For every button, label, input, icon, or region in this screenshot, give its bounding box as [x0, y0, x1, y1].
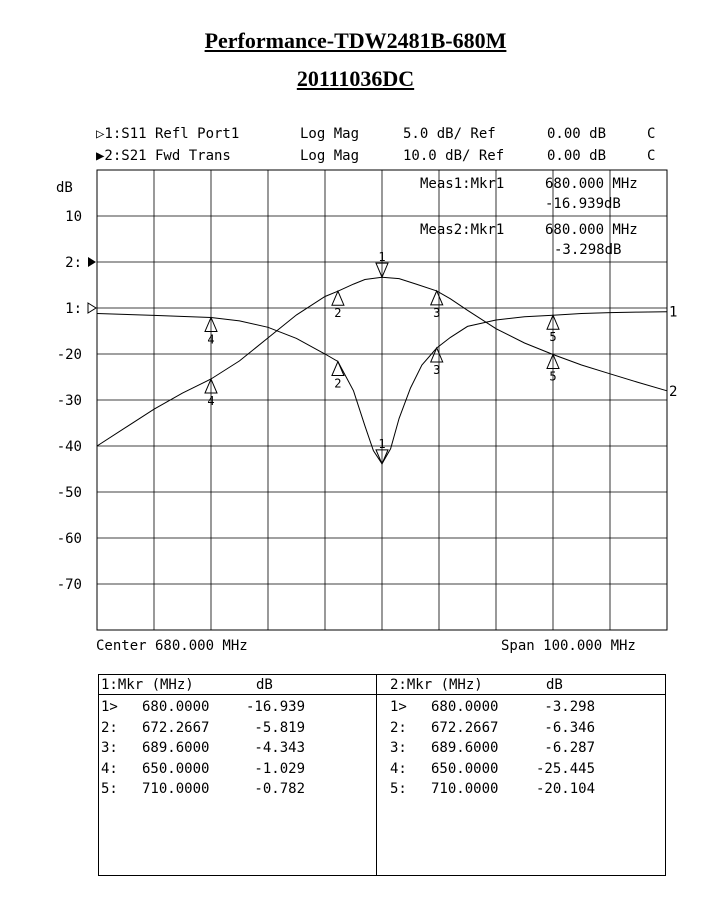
center-frequency: Center 680.000 MHz	[96, 638, 248, 654]
table1-row-1-db: -16.939	[246, 699, 306, 715]
marker-1-2: 2	[331, 360, 345, 391]
table2-row-1-db: -3.298	[536, 699, 596, 715]
table2-row-3-freq: 689.6000	[431, 740, 499, 756]
trace2-scale: 10.0 dB/ Ref	[403, 148, 505, 164]
y-tick-label: -60	[57, 531, 82, 547]
table2-header-mkr: 2:Mkr (MHz)	[390, 677, 483, 693]
table1-row-3-db: -4.343	[246, 740, 306, 756]
table1-row-4-idx: 4:	[101, 760, 118, 777]
svg-text:4: 4	[207, 332, 214, 346]
trace-end-label-2: 2	[669, 384, 677, 400]
marker-2-3: 3	[429, 289, 444, 320]
table1-header-db: dB	[256, 677, 273, 693]
svg-text:4: 4	[207, 394, 214, 408]
y-tick-label: -40	[57, 439, 82, 455]
table1-row-5-freq: 710.0000	[142, 781, 210, 797]
svg-text:3: 3	[433, 306, 440, 320]
trace2-flag: C	[647, 148, 656, 164]
table1-row-1-freq: 680.0000	[142, 699, 210, 715]
span-frequency: Span 100.000 MHz	[501, 638, 636, 654]
marker-table-frame	[98, 674, 666, 876]
y-tick-label: 10	[65, 209, 82, 225]
table1-row-5-db: -0.782	[246, 781, 306, 797]
table2-row-5-idx: 5:	[390, 781, 407, 797]
y-tick-label: -30	[57, 393, 82, 409]
trace1-ref: 0.00 dB	[547, 126, 607, 142]
trace-end-label-1: 1	[669, 305, 677, 321]
trace1-scale: 5.0 dB/ Ref	[403, 126, 496, 142]
trace-line-1	[96, 311, 668, 465]
table1-row-5-idx: 5:	[101, 781, 118, 797]
table2-row-4-db: -25.445	[536, 760, 596, 777]
table2-row-5-db: -20.104	[536, 781, 596, 797]
meas1-freq: 680.000 MHz	[545, 176, 638, 192]
meas2-value: -3.298dB	[554, 242, 622, 258]
chart-grid	[96, 169, 668, 631]
svg-text:2: 2	[334, 306, 341, 320]
marker-2-1: 1	[375, 250, 389, 279]
table2-row-3-db: -6.287	[536, 740, 596, 756]
meas2-freq: 680.000 MHz	[545, 222, 638, 238]
table2-row-5-freq: 710.0000	[431, 781, 499, 797]
table2-row-2-db: -6.346	[536, 719, 596, 736]
marker-1-4: 4	[204, 316, 218, 346]
trace1-format: Log Mag	[300, 126, 360, 142]
meas1-value: -16.939dB	[545, 196, 621, 212]
svg-text:3: 3	[433, 363, 440, 377]
marker-table-header-line	[98, 694, 666, 695]
marker-1-3: 3	[429, 346, 444, 377]
meas1-label: Meas1:Mkr1	[420, 176, 505, 192]
svg-text:5: 5	[549, 330, 556, 344]
marker-2-4: 4	[204, 377, 218, 408]
trace1-id: ▷1:S11 Refl Port1	[96, 126, 240, 142]
marker-2-5: 5	[546, 353, 560, 383]
y-unit-label: dB	[56, 180, 73, 196]
table1-row-2-db: -5.819	[246, 719, 306, 736]
trace2-ref: 0.00 dB	[547, 148, 607, 164]
trace2-format: Log Mag	[300, 148, 360, 164]
trace1-flag: C	[647, 126, 656, 142]
table1-row-1-idx: 1>	[101, 699, 118, 715]
y-tick-label: -50	[57, 485, 82, 501]
table1-row-2-freq: 672.2667	[142, 719, 210, 736]
table2-row-1-freq: 680.0000	[431, 699, 499, 715]
ref-pointer-trace1	[87, 302, 97, 314]
table2-row-2-idx: 2:	[390, 719, 407, 736]
table2-row-4-freq: 650.0000	[431, 760, 499, 777]
marker-1-1: 1	[375, 437, 389, 466]
svg-text:1: 1	[378, 250, 385, 264]
table1-row-3-idx: 3:	[101, 740, 118, 756]
chart-y-ticks: 10 2: 1: -20 -30 -40 -50 -60 -70	[57, 209, 97, 593]
y-tick-label: -20	[57, 347, 82, 363]
chart-traces: 12	[96, 276, 677, 465]
table1-row-4-db: -1.029	[246, 760, 306, 777]
table1-row-2-idx: 2:	[101, 719, 118, 736]
table2-row-2-freq: 672.2667	[431, 719, 499, 736]
page-subtitle: 20111036DC	[296, 66, 415, 91]
chart-markers: 1 2 3 4 5 1 2 3 4 5	[204, 250, 560, 466]
svg-text:2: 2	[334, 377, 341, 391]
y-tick-label: 1:	[65, 301, 82, 317]
page-title: Performance-TDW2481B-680M	[204, 28, 507, 53]
table1-row-4-freq: 650.0000	[142, 760, 210, 777]
table2-header-db: dB	[546, 677, 563, 693]
marker-table-divider	[376, 674, 377, 876]
table2-row-4-idx: 4:	[390, 760, 407, 777]
table1-row-3-freq: 689.6000	[142, 740, 210, 756]
ref-pointer-trace2	[88, 257, 96, 267]
marker-1-5: 5	[546, 313, 560, 344]
y-tick-label: 2:	[65, 255, 82, 271]
svg-text:5: 5	[549, 369, 556, 383]
y-tick-label: -70	[57, 577, 82, 593]
trace2-id: ▶2:S21 Fwd Trans	[96, 148, 231, 164]
meas2-label: Meas2:Mkr1	[420, 222, 505, 238]
table2-row-1-idx: 1>	[390, 699, 407, 715]
marker-2-2: 2	[331, 289, 345, 320]
table1-header-mkr: 1:Mkr (MHz)	[101, 677, 194, 693]
svg-text:1: 1	[378, 437, 385, 451]
table2-row-3-idx: 3:	[390, 740, 407, 756]
